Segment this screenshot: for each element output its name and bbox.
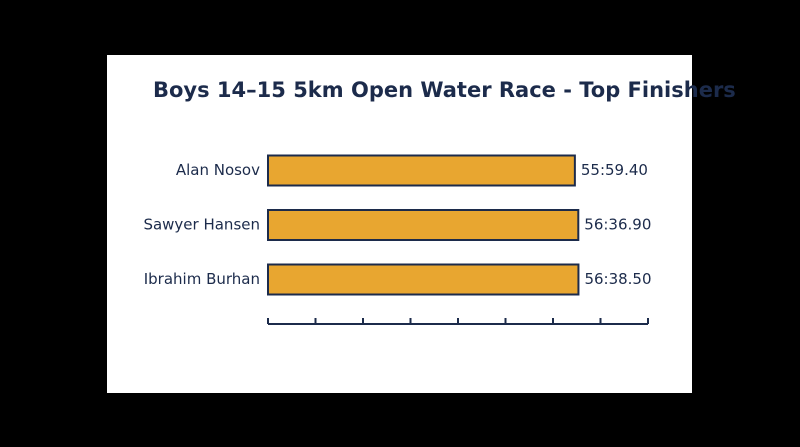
- value-label: 56:38.50: [584, 270, 651, 288]
- bar: [267, 154, 576, 187]
- bar: [267, 263, 580, 296]
- y-tick-label: Sawyer Hansen: [143, 216, 260, 234]
- bar: [267, 209, 580, 241]
- chart-title: Boys 14–15 5km Open Water Race - Top Fin…: [153, 78, 736, 102]
- value-label: 55:59.40: [581, 161, 648, 179]
- y-tick-label: Ibrahim Burhan: [144, 270, 260, 288]
- value-label: 56:36.90: [584, 216, 651, 234]
- y-tick-label: Alan Nosov: [176, 161, 260, 179]
